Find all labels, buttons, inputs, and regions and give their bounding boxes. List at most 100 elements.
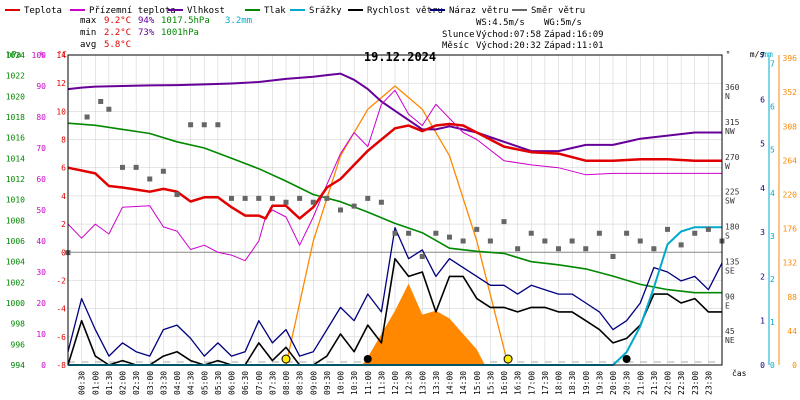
ws-value: WS:4.5m/s [476,18,525,28]
tick-direction-value: 45 [725,327,735,336]
wind-direction-point [201,122,207,128]
tick-radiation: 176 [783,225,798,234]
wind-direction-point [528,230,534,236]
sun-set: Západ:16:09 [544,30,604,40]
tick-c: 6 [61,164,66,173]
wind-speed-line [67,257,722,366]
tick-time: 17:00 [527,371,536,395]
tick-c: 0 [61,248,66,257]
tick-time: 07:30 [268,371,277,395]
wind-direction-point [174,192,180,197]
stat-min-hum: 73% [138,28,155,38]
stat-max-label: max [80,16,97,26]
tick-hpa: 1002 [6,278,25,287]
tick-ms: 4 [760,184,765,193]
tick-mm: 0 [770,361,775,370]
tick-ms: 7 [760,51,765,60]
moonrise-marker [622,355,631,363]
wind-direction-point [324,195,330,201]
tick-time: 16:30 [514,371,523,395]
humidity-line [67,72,722,153]
pressure-line [67,122,722,294]
wind-direction-point [610,254,616,259]
tick-radiation: 352 [783,88,798,97]
tick-direction-value: 270 [725,153,740,162]
wind-direction-point [378,199,384,205]
tick-pct: 30 [36,268,46,277]
tick-pct: 70 [36,144,46,153]
tick-time: 00:30 [78,371,87,395]
gust-line [67,227,723,357]
ground-temp-line [67,89,722,262]
stat-max-press: 1017.5hPa [161,16,210,26]
tick-c: -6 [56,333,66,342]
tick-pct: 80 [36,113,46,122]
tick-hpa: 994 [11,361,26,370]
axis-title-deg: ° [726,50,731,59]
axis-title-mm: mm [763,50,773,59]
stat-min-temp: 2.2°C [104,28,131,38]
tick-direction-label: E [725,301,730,310]
wind-direction-point [338,207,343,213]
sun-label: Slunce [442,30,475,40]
axis-title-time: čas [732,368,747,378]
tick-time: 06:00 [228,371,237,395]
tick-direction-label: W [725,162,730,171]
legend-label-wspd: Rychlost větru [367,6,443,16]
tick-ms: 1 [760,317,765,326]
tick-pct: 60 [36,175,46,184]
tick-time: 06:30 [241,371,250,395]
wind-direction-point [678,242,684,248]
legend-label-press: Tlak [264,6,286,16]
sunset-marker [503,354,513,364]
legend-label-hum: Vlhkost [187,6,225,16]
tick-time: 20:00 [609,371,618,395]
tick-mm: 6 [770,103,775,112]
tick-c: -8 [56,361,66,370]
tick-c: 10 [56,107,66,116]
wind-direction-point [542,238,548,244]
radiation-area [362,283,485,365]
wind-direction-point [297,195,303,201]
tick-pct: 90 [36,82,46,91]
stat-avg-temp: 5.8°C [104,40,131,50]
tick-time: 09:30 [323,371,332,395]
wind-direction-point [106,106,112,112]
wind-direction-point [501,219,507,225]
tick-hpa: 1024 [6,51,25,60]
tick-hpa: 1018 [6,113,25,122]
tick-ms: 2 [760,272,765,281]
tick-time: 08:00 [282,371,291,395]
tick-ms: 6 [760,95,765,104]
tick-radiation: 44 [787,327,797,336]
tick-direction-value: 225 [725,188,740,197]
tick-c: 2 [61,220,66,229]
wind-direction-point [392,230,398,236]
tick-mm: 3 [770,232,775,241]
stats-block: max 9.2°C 94% 1017.5hPa 3.2mm min 2.2°C … [80,16,252,50]
legend-label-wdir: Směr větru [531,6,585,16]
tick-time: 21:30 [650,371,659,395]
tick-c: 4 [61,192,66,201]
stat-avg-label: avg [80,40,96,50]
wind-direction-point [351,203,357,209]
tick-mm: 5 [770,146,775,155]
tick-time: 04:30 [187,371,196,395]
temperature-line [67,122,722,220]
tick-time: 23:30 [704,371,713,395]
tick-ms: 5 [760,140,765,149]
tick-hpa: 1010 [6,196,25,205]
wind-direction-point [637,238,643,244]
tick-c: 14 [56,51,66,60]
tick-mm: 4 [770,189,775,198]
tick-time: 22:00 [664,371,673,395]
tick-time: 01:00 [91,371,100,395]
rain-line [68,226,722,366]
tick-time: 23:00 [691,371,700,395]
sunrise-marker [281,354,291,364]
tick-time: 02:00 [119,371,128,395]
wind-direction-point [515,246,521,252]
tick-time: 19:30 [595,371,604,395]
plot-frame [67,54,723,366]
